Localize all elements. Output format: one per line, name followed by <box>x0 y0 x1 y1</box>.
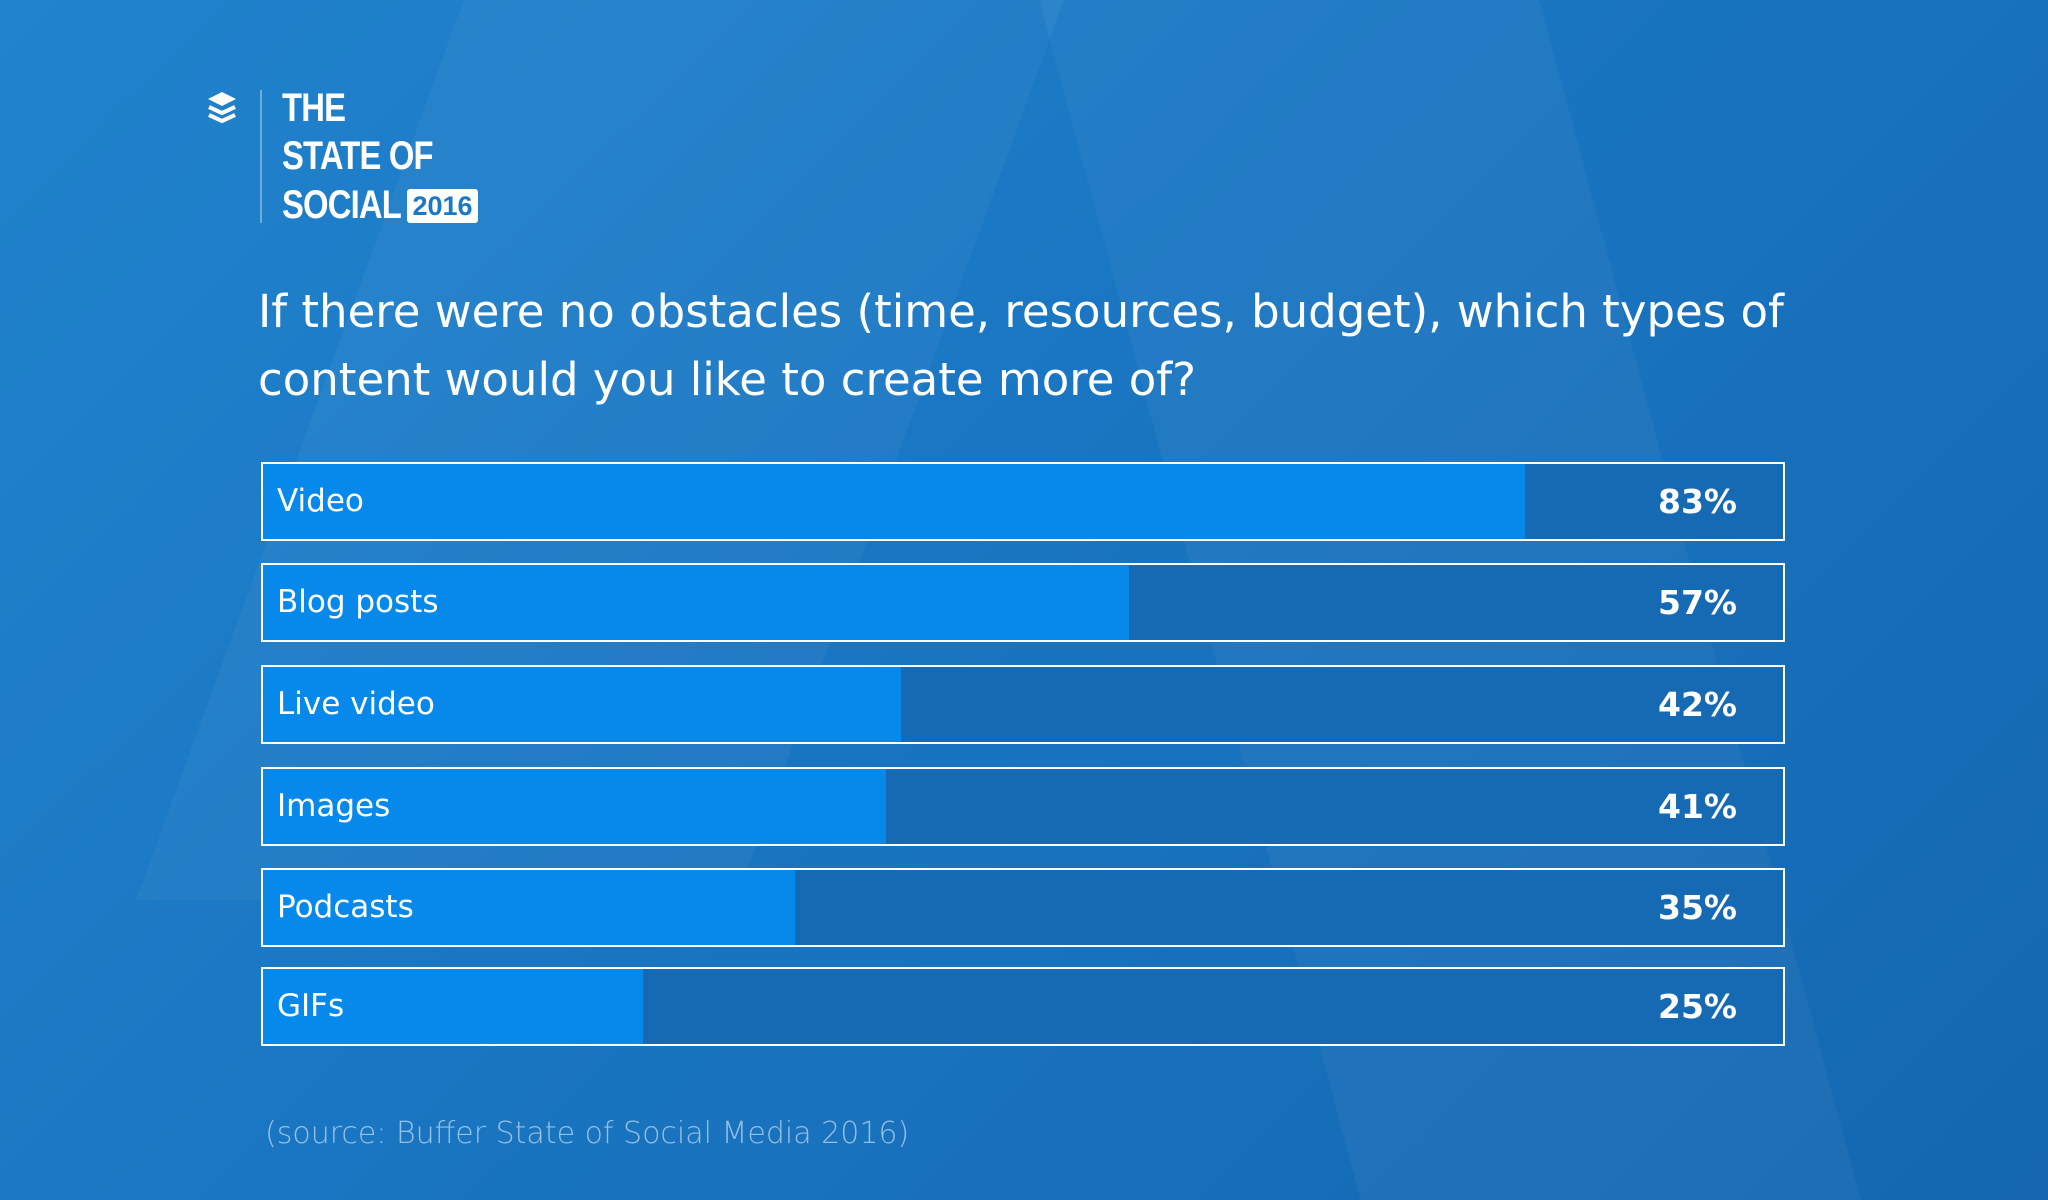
bar-value-label: 42% <box>1658 685 1737 724</box>
bar-label: Blog posts <box>277 584 439 620</box>
bar-fill <box>263 565 1130 640</box>
bar-row: Images 41% <box>261 767 1785 846</box>
bar-value-label: 41% <box>1658 787 1737 826</box>
bar-label: Video <box>277 483 364 519</box>
bar-value-label: 35% <box>1658 888 1737 927</box>
year-badge: 2016 <box>407 189 478 223</box>
bar-fill <box>263 769 887 844</box>
bar-label: Podcasts <box>277 889 414 925</box>
bar-label: Live video <box>277 686 435 722</box>
buffer-stack-icon <box>208 92 236 124</box>
brand-line-1: THE <box>282 86 346 130</box>
background-facet <box>136 0 1064 900</box>
bar-fill <box>263 969 643 1044</box>
brand-line-2: STATE OF <box>282 134 434 178</box>
bar-row: GIFs 25% <box>261 967 1785 1046</box>
source-note: (source: Buffer State of Social Media 20… <box>265 1116 910 1151</box>
logo-divider <box>260 90 262 223</box>
bar-label: Images <box>277 788 391 824</box>
bar-fill <box>263 870 795 945</box>
bar-row: Podcasts 35% <box>261 868 1785 947</box>
bar-fill <box>263 464 1525 539</box>
bar-label: GIFs <box>277 988 345 1024</box>
bar-fill <box>263 667 902 742</box>
brand-line-3: SOCIAL <box>282 183 402 227</box>
bar-row: Blog posts 57% <box>261 563 1785 642</box>
bar-value-label: 83% <box>1658 482 1737 521</box>
chart-title: If there were no obstacles (time, resour… <box>258 285 1784 406</box>
bar-value-label: 25% <box>1658 987 1737 1026</box>
bar-row: Video 83% <box>261 462 1785 541</box>
bar-row: Live video 42% <box>261 665 1785 744</box>
bar-value-label: 57% <box>1658 583 1737 622</box>
